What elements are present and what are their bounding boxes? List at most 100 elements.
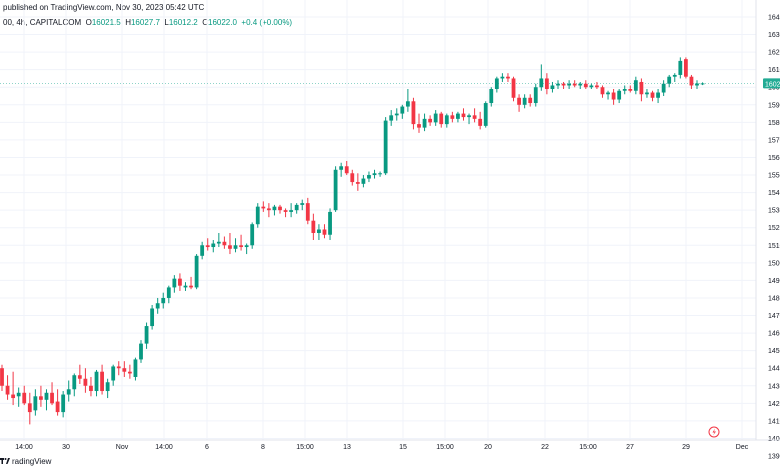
candle-down	[322, 224, 327, 239]
event-markers	[708, 426, 720, 438]
candle-body	[450, 115, 455, 119]
x-tick-label: 6	[205, 444, 209, 451]
candle-body	[405, 101, 410, 107]
candle-down	[683, 57, 688, 79]
candle-up	[94, 369, 99, 397]
candle-body	[289, 210, 294, 212]
candle-down	[122, 361, 127, 377]
candle-up	[661, 80, 666, 97]
candle-body	[77, 375, 82, 379]
event-lightning-icon[interactable]	[708, 426, 720, 438]
candle-up	[44, 389, 49, 411]
candle-body	[205, 245, 210, 248]
candle-body	[522, 97, 527, 105]
tradingview-watermark: radingView	[0, 457, 51, 466]
candle-down	[583, 80, 588, 89]
candle-body	[39, 396, 43, 400]
candle-body	[678, 60, 683, 75]
candle-up	[161, 292, 166, 309]
candle-body	[611, 92, 616, 100]
candle-up	[672, 73, 677, 82]
y-tick-label: 1450	[768, 348, 780, 355]
candle-body	[233, 245, 238, 249]
y-tick-label: 1470	[768, 313, 780, 320]
y-tick-label: 1620	[768, 50, 780, 57]
y-tick-label: 1580	[768, 120, 780, 127]
candle-down	[39, 385, 43, 407]
candle-down	[439, 111, 444, 128]
candle-down	[411, 97, 416, 130]
candle-body	[172, 278, 177, 288]
candle-body	[239, 245, 243, 248]
candle-body	[467, 115, 471, 118]
candle-body	[472, 115, 477, 119]
x-tick-label: 30	[62, 444, 70, 451]
candle-body	[500, 76, 505, 79]
candle-up	[139, 340, 143, 363]
candle-body	[645, 92, 649, 95]
candle-down	[350, 169, 355, 186]
candle-body	[0, 368, 4, 386]
candle-body	[389, 115, 394, 121]
candle-down	[472, 108, 477, 123]
ohlc-change: +0.4 (+0.00%)	[241, 18, 293, 27]
candle-down	[600, 85, 605, 98]
candle-body	[489, 88, 494, 104]
candle-body	[272, 206, 277, 211]
candle-body	[417, 124, 421, 128]
candle-body	[378, 173, 382, 175]
ohlc-high: H16027.7	[125, 18, 160, 27]
candle-body	[683, 59, 688, 77]
candle-up	[172, 275, 177, 293]
x-tick-label: Nov	[116, 444, 129, 451]
candle-body	[122, 368, 127, 372]
candle-body	[27, 403, 32, 413]
candle-down	[83, 368, 88, 393]
candle-body	[672, 74, 677, 77]
candle-up	[483, 101, 488, 128]
candle-down	[461, 108, 466, 121]
time-axis[interactable]: 14:00 30 Nov 14:00 6 8 15:00 13 15 15:00 20 22 15:00…	[0, 439, 780, 451]
candle-body	[428, 118, 433, 123]
candle-body	[517, 97, 521, 105]
candle-body	[66, 389, 71, 395]
candle-body	[350, 173, 355, 183]
price-axis[interactable]: 1640163016201610160015901580157015601550…	[755, 0, 780, 461]
candle-body	[305, 203, 310, 221]
candle-body	[444, 115, 449, 125]
candle-down	[344, 160, 349, 176]
candle-body	[166, 287, 171, 298]
candle-up	[656, 88, 660, 104]
candle-up	[144, 322, 149, 349]
y-tick-label: 1400	[768, 436, 780, 443]
candle-up	[456, 111, 460, 123]
candle-body	[367, 175, 371, 179]
candle-up	[494, 76, 499, 93]
candle-up	[589, 83, 594, 89]
candle-body	[300, 203, 305, 205]
candle-up	[522, 94, 527, 109]
candle-body	[155, 303, 160, 309]
candle-down	[639, 78, 644, 102]
candle-body	[294, 204, 299, 211]
candle-up	[200, 241, 205, 260]
y-tick-label: 1550	[768, 173, 780, 180]
candle-up	[289, 203, 294, 218]
candle-body	[556, 83, 560, 86]
candle-up	[361, 175, 366, 188]
candle-down	[178, 273, 182, 291]
y-tick-label: 1640	[768, 15, 780, 22]
candle-down	[127, 364, 132, 379]
candle-down	[50, 382, 54, 406]
candle-up	[667, 74, 672, 88]
candle-up	[389, 110, 394, 126]
x-tick-label: 15	[399, 444, 407, 451]
symbol-legend: 00, 4h, CAPITALCOM O16021.5 H16027.7 L16…	[3, 18, 292, 27]
x-tick-label: Dec	[736, 444, 749, 451]
candle-body	[94, 371, 99, 392]
candle-body	[100, 371, 104, 392]
y-tick-label: 1610	[768, 67, 780, 74]
candle-body	[695, 83, 699, 86]
candle-down	[278, 204, 282, 214]
